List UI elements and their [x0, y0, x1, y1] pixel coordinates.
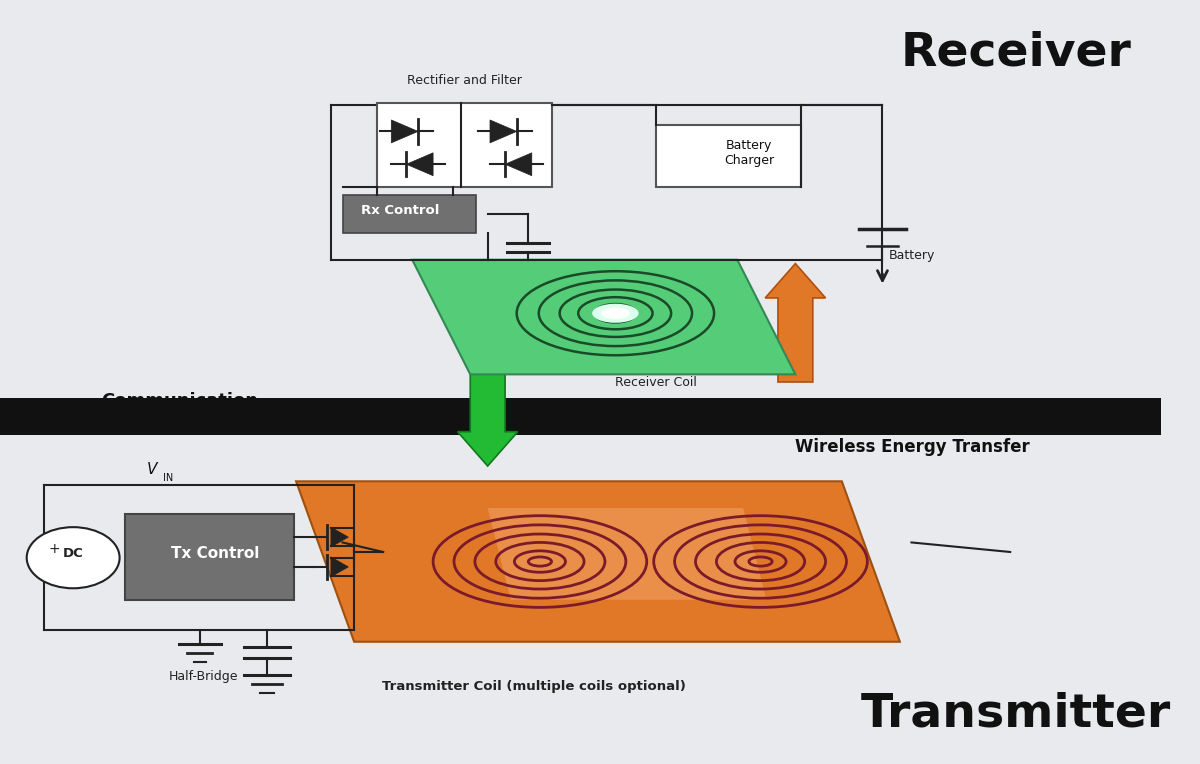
- Text: Rx Control: Rx Control: [361, 203, 439, 217]
- Text: Receiver: Receiver: [900, 31, 1132, 76]
- Text: Tx Control: Tx Control: [170, 546, 259, 562]
- Polygon shape: [407, 153, 433, 176]
- Text: Wireless Energy Transfer: Wireless Energy Transfer: [796, 438, 1030, 456]
- Polygon shape: [505, 153, 532, 176]
- FancyArrow shape: [457, 264, 518, 466]
- Bar: [377, 103, 552, 187]
- Text: V: V: [146, 462, 157, 478]
- Text: IN: IN: [162, 472, 173, 483]
- Text: Half-Bridge: Half-Bridge: [168, 669, 238, 683]
- Text: Transmitter Coil (multiple coils optional): Transmitter Coil (multiple coils optiona…: [382, 679, 686, 693]
- Text: Battery: Battery: [888, 249, 935, 263]
- Circle shape: [26, 527, 120, 588]
- Bar: [0, 398, 1162, 435]
- Text: Receiver Coil: Receiver Coil: [616, 375, 697, 389]
- Polygon shape: [296, 481, 900, 642]
- Polygon shape: [331, 557, 348, 577]
- Text: Communication: Communication: [102, 392, 258, 410]
- Polygon shape: [412, 260, 796, 374]
- Polygon shape: [331, 527, 348, 547]
- FancyArrow shape: [766, 264, 826, 382]
- Bar: [342, 195, 476, 233]
- Text: DC: DC: [62, 547, 84, 561]
- Text: Battery
Charger: Battery Charger: [724, 139, 774, 167]
- Text: Rectifier and Filter: Rectifier and Filter: [407, 73, 522, 87]
- Polygon shape: [487, 508, 767, 600]
- Polygon shape: [391, 120, 418, 143]
- Ellipse shape: [601, 307, 630, 319]
- Text: Transmitter: Transmitter: [860, 692, 1171, 736]
- Bar: [656, 125, 802, 187]
- Text: +: +: [49, 542, 60, 555]
- Bar: [126, 514, 294, 600]
- Polygon shape: [490, 120, 517, 143]
- Ellipse shape: [592, 304, 638, 323]
